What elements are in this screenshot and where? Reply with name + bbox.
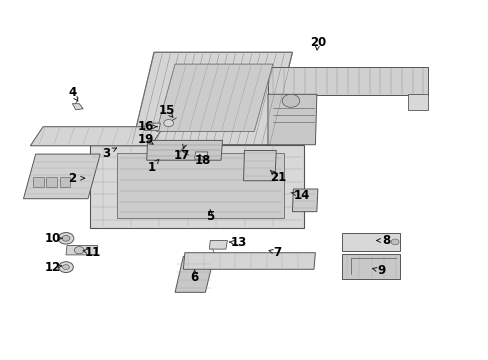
Polygon shape: [132, 52, 292, 145]
Text: 16: 16: [137, 120, 154, 133]
Circle shape: [74, 247, 84, 254]
Polygon shape: [23, 154, 100, 199]
Text: 2: 2: [68, 172, 76, 185]
Polygon shape: [175, 256, 214, 292]
Polygon shape: [144, 123, 160, 130]
Text: 6: 6: [190, 271, 198, 284]
Text: 5: 5: [206, 210, 214, 223]
Bar: [46, 177, 57, 187]
Text: 11: 11: [84, 246, 101, 259]
Circle shape: [58, 233, 74, 244]
Polygon shape: [243, 150, 276, 181]
Bar: [33, 177, 44, 187]
Text: 17: 17: [173, 149, 190, 162]
Circle shape: [282, 94, 299, 107]
Text: 13: 13: [230, 237, 246, 249]
Polygon shape: [117, 153, 283, 218]
Text: 18: 18: [194, 154, 211, 167]
Polygon shape: [156, 64, 272, 131]
Polygon shape: [146, 140, 222, 160]
Polygon shape: [209, 240, 227, 249]
Circle shape: [163, 120, 173, 127]
Circle shape: [59, 262, 73, 273]
Text: 20: 20: [309, 36, 325, 49]
Polygon shape: [72, 104, 83, 110]
Polygon shape: [292, 189, 317, 212]
Text: 3: 3: [102, 147, 110, 159]
Polygon shape: [66, 246, 98, 255]
Polygon shape: [267, 67, 427, 95]
Text: 10: 10: [44, 232, 61, 245]
Polygon shape: [194, 152, 207, 159]
Polygon shape: [342, 254, 399, 279]
Text: 9: 9: [377, 264, 385, 277]
Text: 15: 15: [159, 104, 175, 117]
Circle shape: [62, 235, 70, 241]
Text: 19: 19: [137, 133, 154, 146]
Text: 21: 21: [269, 171, 285, 184]
Polygon shape: [267, 94, 316, 145]
Text: 14: 14: [293, 189, 310, 202]
Polygon shape: [407, 94, 427, 110]
Polygon shape: [90, 145, 304, 228]
Text: 8: 8: [382, 234, 389, 247]
Text: 7: 7: [273, 246, 281, 259]
Circle shape: [62, 265, 69, 270]
Text: 1: 1: [147, 161, 155, 174]
Polygon shape: [342, 233, 399, 251]
Text: 12: 12: [44, 261, 61, 274]
Polygon shape: [30, 127, 163, 146]
Polygon shape: [183, 253, 315, 269]
Circle shape: [390, 239, 398, 245]
Bar: [60, 177, 70, 187]
Text: 4: 4: [68, 86, 76, 99]
